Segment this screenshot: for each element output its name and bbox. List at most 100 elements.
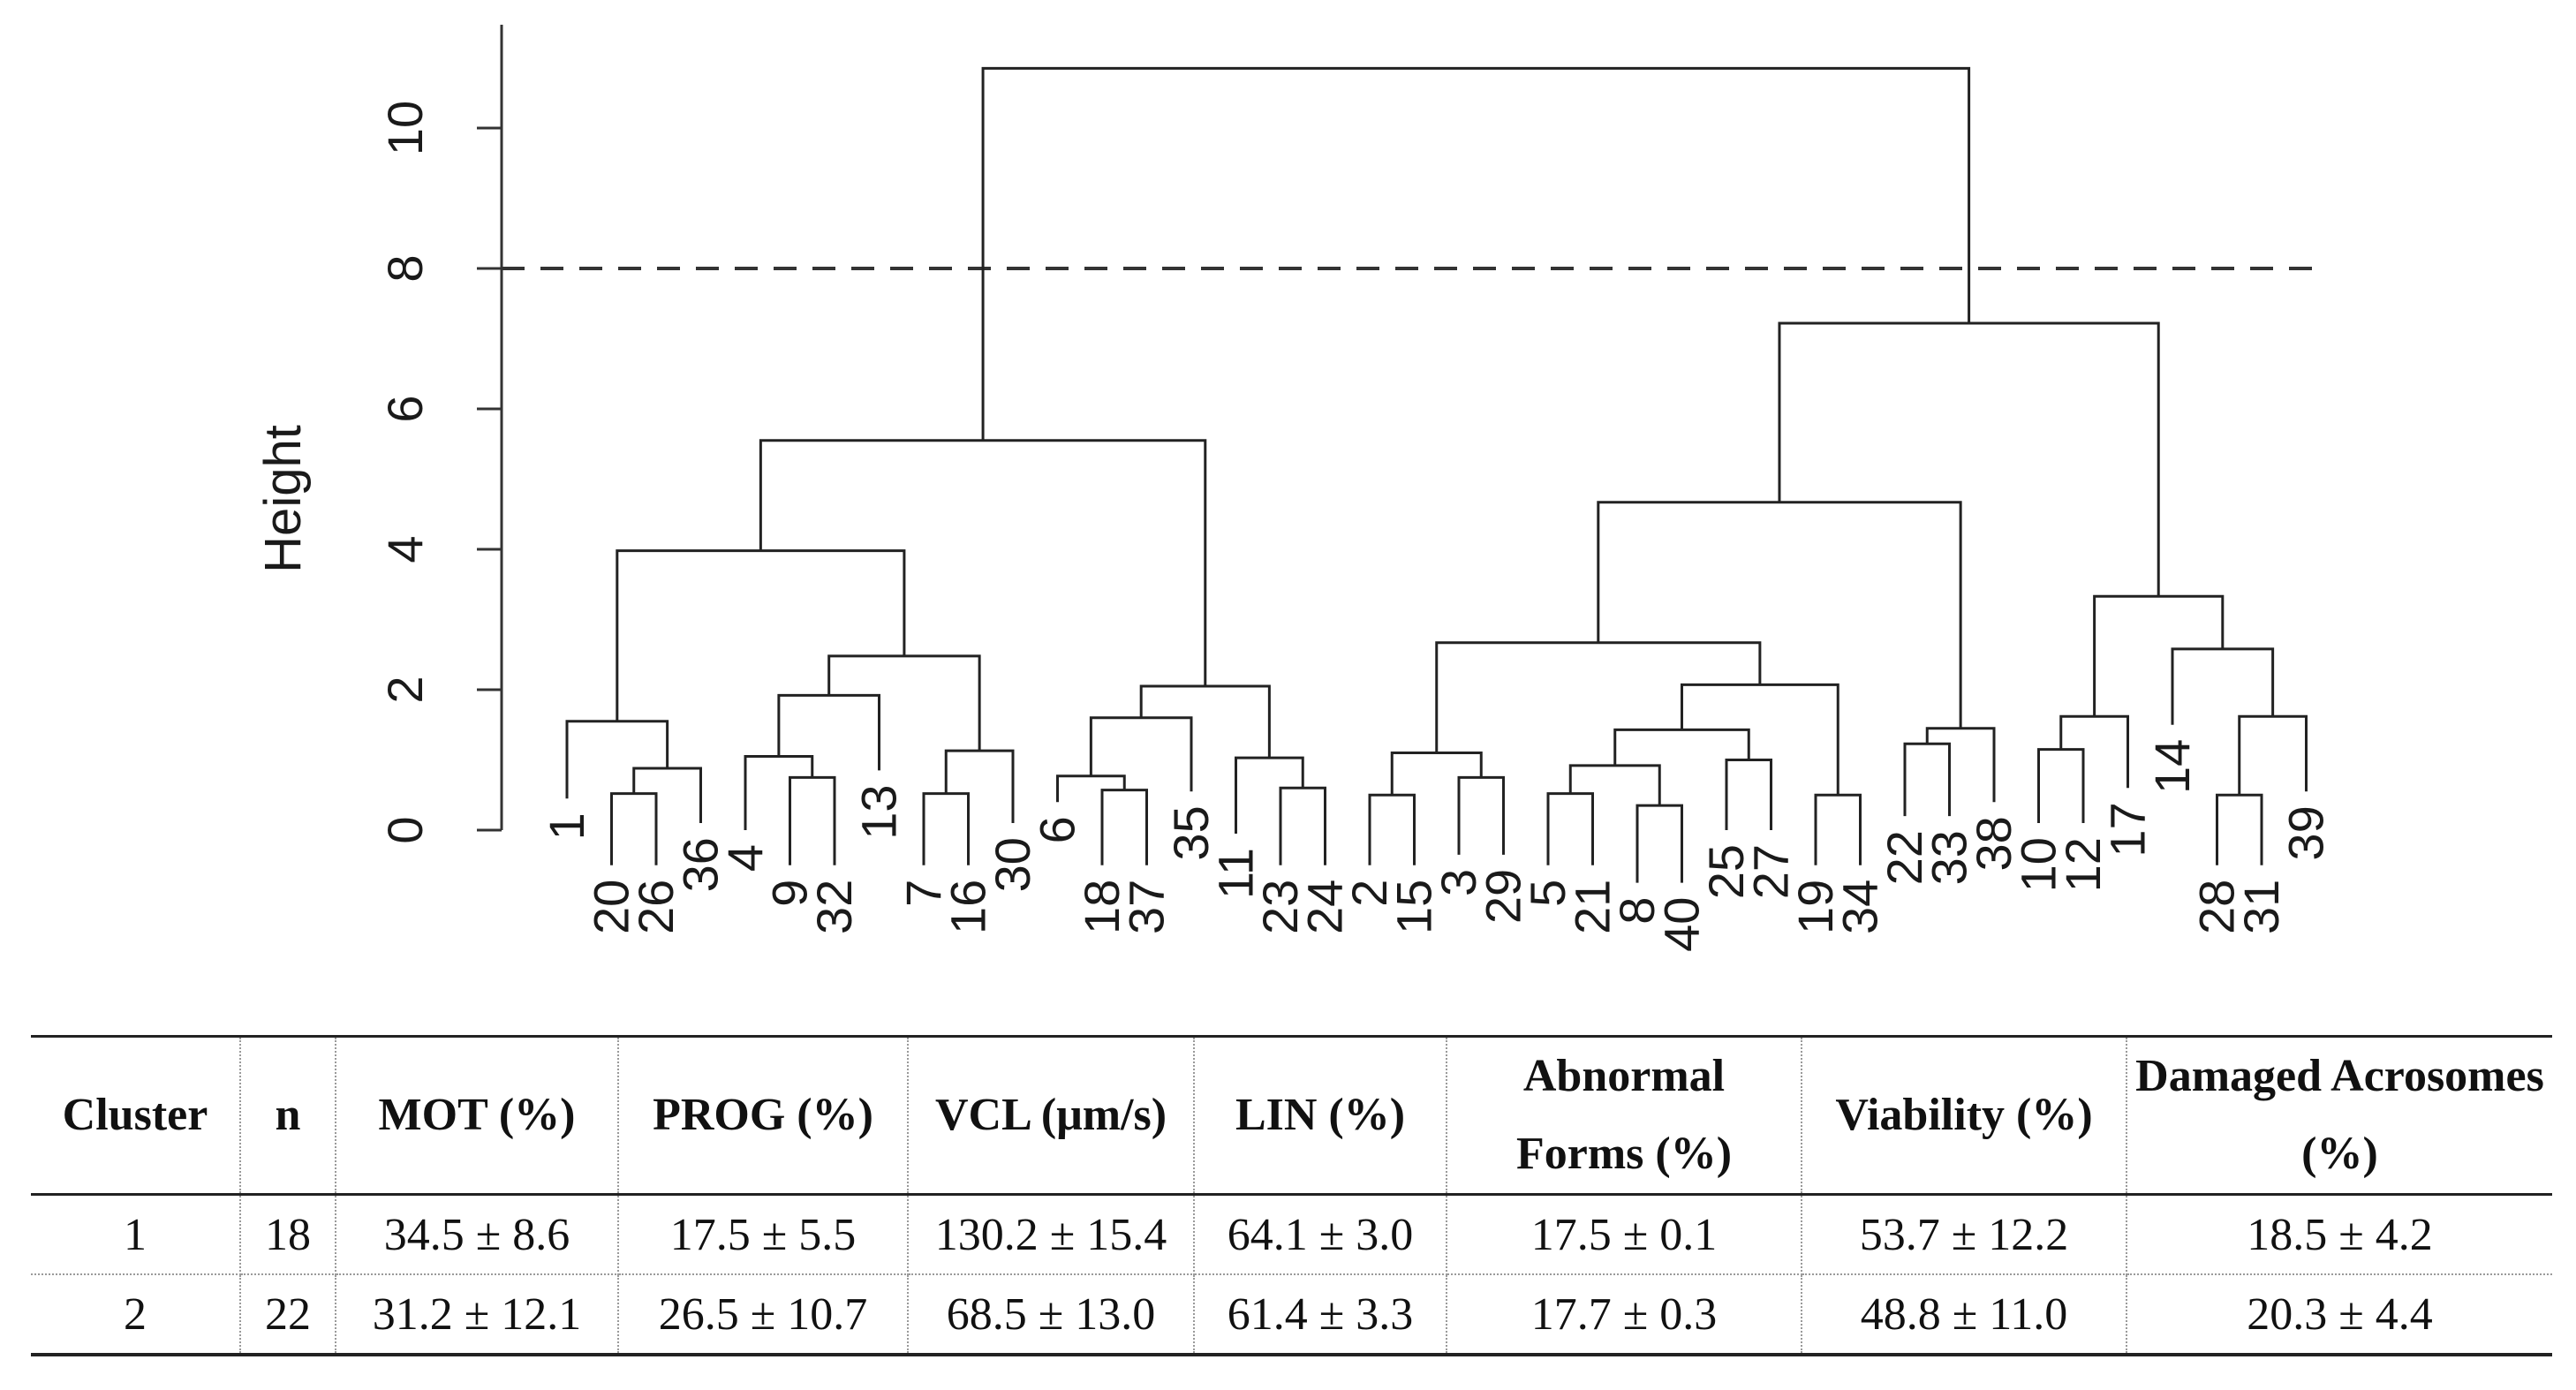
merge-branch xyxy=(744,755,814,830)
leaf-label: 3 xyxy=(1431,869,1486,896)
merge-branch xyxy=(1546,792,1594,865)
merge-branch xyxy=(777,693,880,771)
y-axis: 0 2 4 6 8 10 xyxy=(377,25,503,844)
leaf-label: 2 xyxy=(1341,880,1397,907)
leaf-label: 36 xyxy=(673,837,729,892)
merge-branch xyxy=(1635,804,1683,883)
merge-branch xyxy=(1925,727,1996,803)
merge-branch xyxy=(1903,742,1951,817)
leaf-label: 14 xyxy=(2144,739,2200,794)
leaf-label: 38 xyxy=(1966,816,2021,871)
leaf-label: 20 xyxy=(584,880,639,934)
merge-branch xyxy=(1368,793,1416,865)
merge-branch xyxy=(1725,759,1772,830)
y-tick-label: 10 xyxy=(377,101,433,155)
table-cell: 64.1 ± 3.0 xyxy=(1193,1194,1447,1275)
merge-branch xyxy=(944,749,1015,824)
merge-branch xyxy=(1390,752,1483,796)
merge-branch xyxy=(1778,321,2160,597)
column-header-text: Forms (%) xyxy=(1515,1129,1733,1179)
y-tick-label: 0 xyxy=(377,816,433,843)
leaf-label: 31 xyxy=(2233,880,2289,934)
table-cell: 17.5 ± 5.5 xyxy=(617,1194,909,1275)
merge-branch xyxy=(2238,714,2308,796)
table-cell: 53.7 ± 12.2 xyxy=(1801,1194,2127,1275)
table-cell: 20.3 ± 4.4 xyxy=(2126,1274,2552,1356)
merge-branch xyxy=(1139,684,1271,759)
merge-branch xyxy=(759,439,1207,687)
leaf-label: 33 xyxy=(1922,830,1977,885)
merge-branch xyxy=(632,767,702,824)
y-axis-label: Height xyxy=(254,425,312,573)
leaf-label: 9 xyxy=(762,880,818,907)
leaf-label: 40 xyxy=(1654,897,1710,952)
leaf-label: 25 xyxy=(1698,844,1754,899)
table-cell: 26.5 ± 10.7 xyxy=(617,1274,909,1356)
table-row: 2 22 31.2 ± 12.1 26.5 ± 10.7 68.5 ± 13.0 61.4… xyxy=(31,1274,2552,1356)
leaf-label: 16 xyxy=(941,880,996,934)
table-row: 1 18 34.5 ± 8.6 17.5 ± 5.5 130.2 ± 15.4 64.1 … xyxy=(31,1194,2552,1275)
column-header: Cluster xyxy=(31,1036,241,1196)
leaf-label: 10 xyxy=(2011,837,2066,892)
table-cell: 130.2 ± 15.4 xyxy=(907,1194,1195,1275)
table-cell: 1 xyxy=(31,1194,241,1275)
column-header-text: n xyxy=(275,1090,301,1140)
table-cell: 61.4 ± 3.3 xyxy=(1193,1274,1447,1356)
leaf-label: 34 xyxy=(1832,880,1888,934)
leaf-label: 29 xyxy=(1476,869,1531,924)
column-header: PROG (%) xyxy=(617,1036,909,1196)
leaf-label: 4 xyxy=(717,844,773,872)
y-tick-label: 2 xyxy=(377,676,433,703)
table-cell: 31.2 ± 12.1 xyxy=(335,1274,619,1356)
y-tick-label: 4 xyxy=(377,535,433,563)
merge-branch xyxy=(1100,789,1148,865)
merge-branch xyxy=(2037,748,2085,824)
table-cell: 68.5 ± 13.0 xyxy=(907,1274,1195,1356)
merge-branch xyxy=(922,792,970,865)
leaf-label: 12 xyxy=(2055,837,2111,892)
table-body: 1 18 34.5 ± 8.6 17.5 ± 5.5 130.2 ± 15.4 64.1 … xyxy=(31,1194,2552,1356)
leaf-label: 30 xyxy=(985,837,1040,892)
table-cell: 2 xyxy=(31,1274,241,1356)
table-cell: 18 xyxy=(239,1194,336,1275)
leaf-label: 13 xyxy=(851,784,907,839)
column-header: Viability (%) xyxy=(1801,1036,2127,1196)
leaf-label: 15 xyxy=(1386,880,1442,934)
column-header-text: PROG (%) xyxy=(653,1090,873,1140)
table-cell: 17.7 ± 0.3 xyxy=(1446,1274,1802,1356)
leaf-label: 35 xyxy=(1163,805,1219,860)
leaf-label: 28 xyxy=(2189,880,2245,934)
column-header-text: Damaged Acrosomes xyxy=(2135,1051,2544,1101)
leaf-label: 11 xyxy=(1208,848,1264,899)
merge-branch xyxy=(2059,714,2129,789)
merge-branch xyxy=(1435,641,1762,753)
table-cell: 22 xyxy=(239,1274,336,1356)
merge-branch xyxy=(2216,793,2263,865)
merge-branch xyxy=(981,66,1971,441)
merge-branch xyxy=(2171,647,2275,725)
column-header-text: LIN (%) xyxy=(1235,1090,1406,1140)
column-header-text: Viability (%) xyxy=(1835,1090,2093,1140)
leaf-label: 6 xyxy=(1030,816,1085,843)
leaf-label: 22 xyxy=(1877,830,1932,885)
leaf-label: 5 xyxy=(1520,880,1575,907)
leaf-label: 37 xyxy=(1119,880,1175,934)
leaf-label: 23 xyxy=(1252,880,1308,934)
merge-branch xyxy=(565,720,669,799)
leaf-label: 19 xyxy=(1787,880,1843,934)
column-header-text: Abnormal xyxy=(1522,1051,1726,1101)
merge-branch xyxy=(2093,594,2225,717)
y-tick-label: 6 xyxy=(377,395,433,422)
column-header-text: MOT (%) xyxy=(378,1090,576,1140)
table-cell: 17.5 ± 0.1 xyxy=(1446,1194,1802,1275)
leaf-label: 26 xyxy=(628,880,684,934)
table-cell: 18.5 ± 4.2 xyxy=(2126,1194,2552,1275)
column-header-text: Cluster xyxy=(62,1090,208,1140)
merge-branch xyxy=(1235,756,1304,834)
merge-branch xyxy=(1568,764,1661,806)
leaf-label: 32 xyxy=(806,880,862,934)
merge-branch xyxy=(1279,786,1326,865)
merge-branch xyxy=(1681,683,1839,796)
leaf-label: 27 xyxy=(1743,844,1799,899)
